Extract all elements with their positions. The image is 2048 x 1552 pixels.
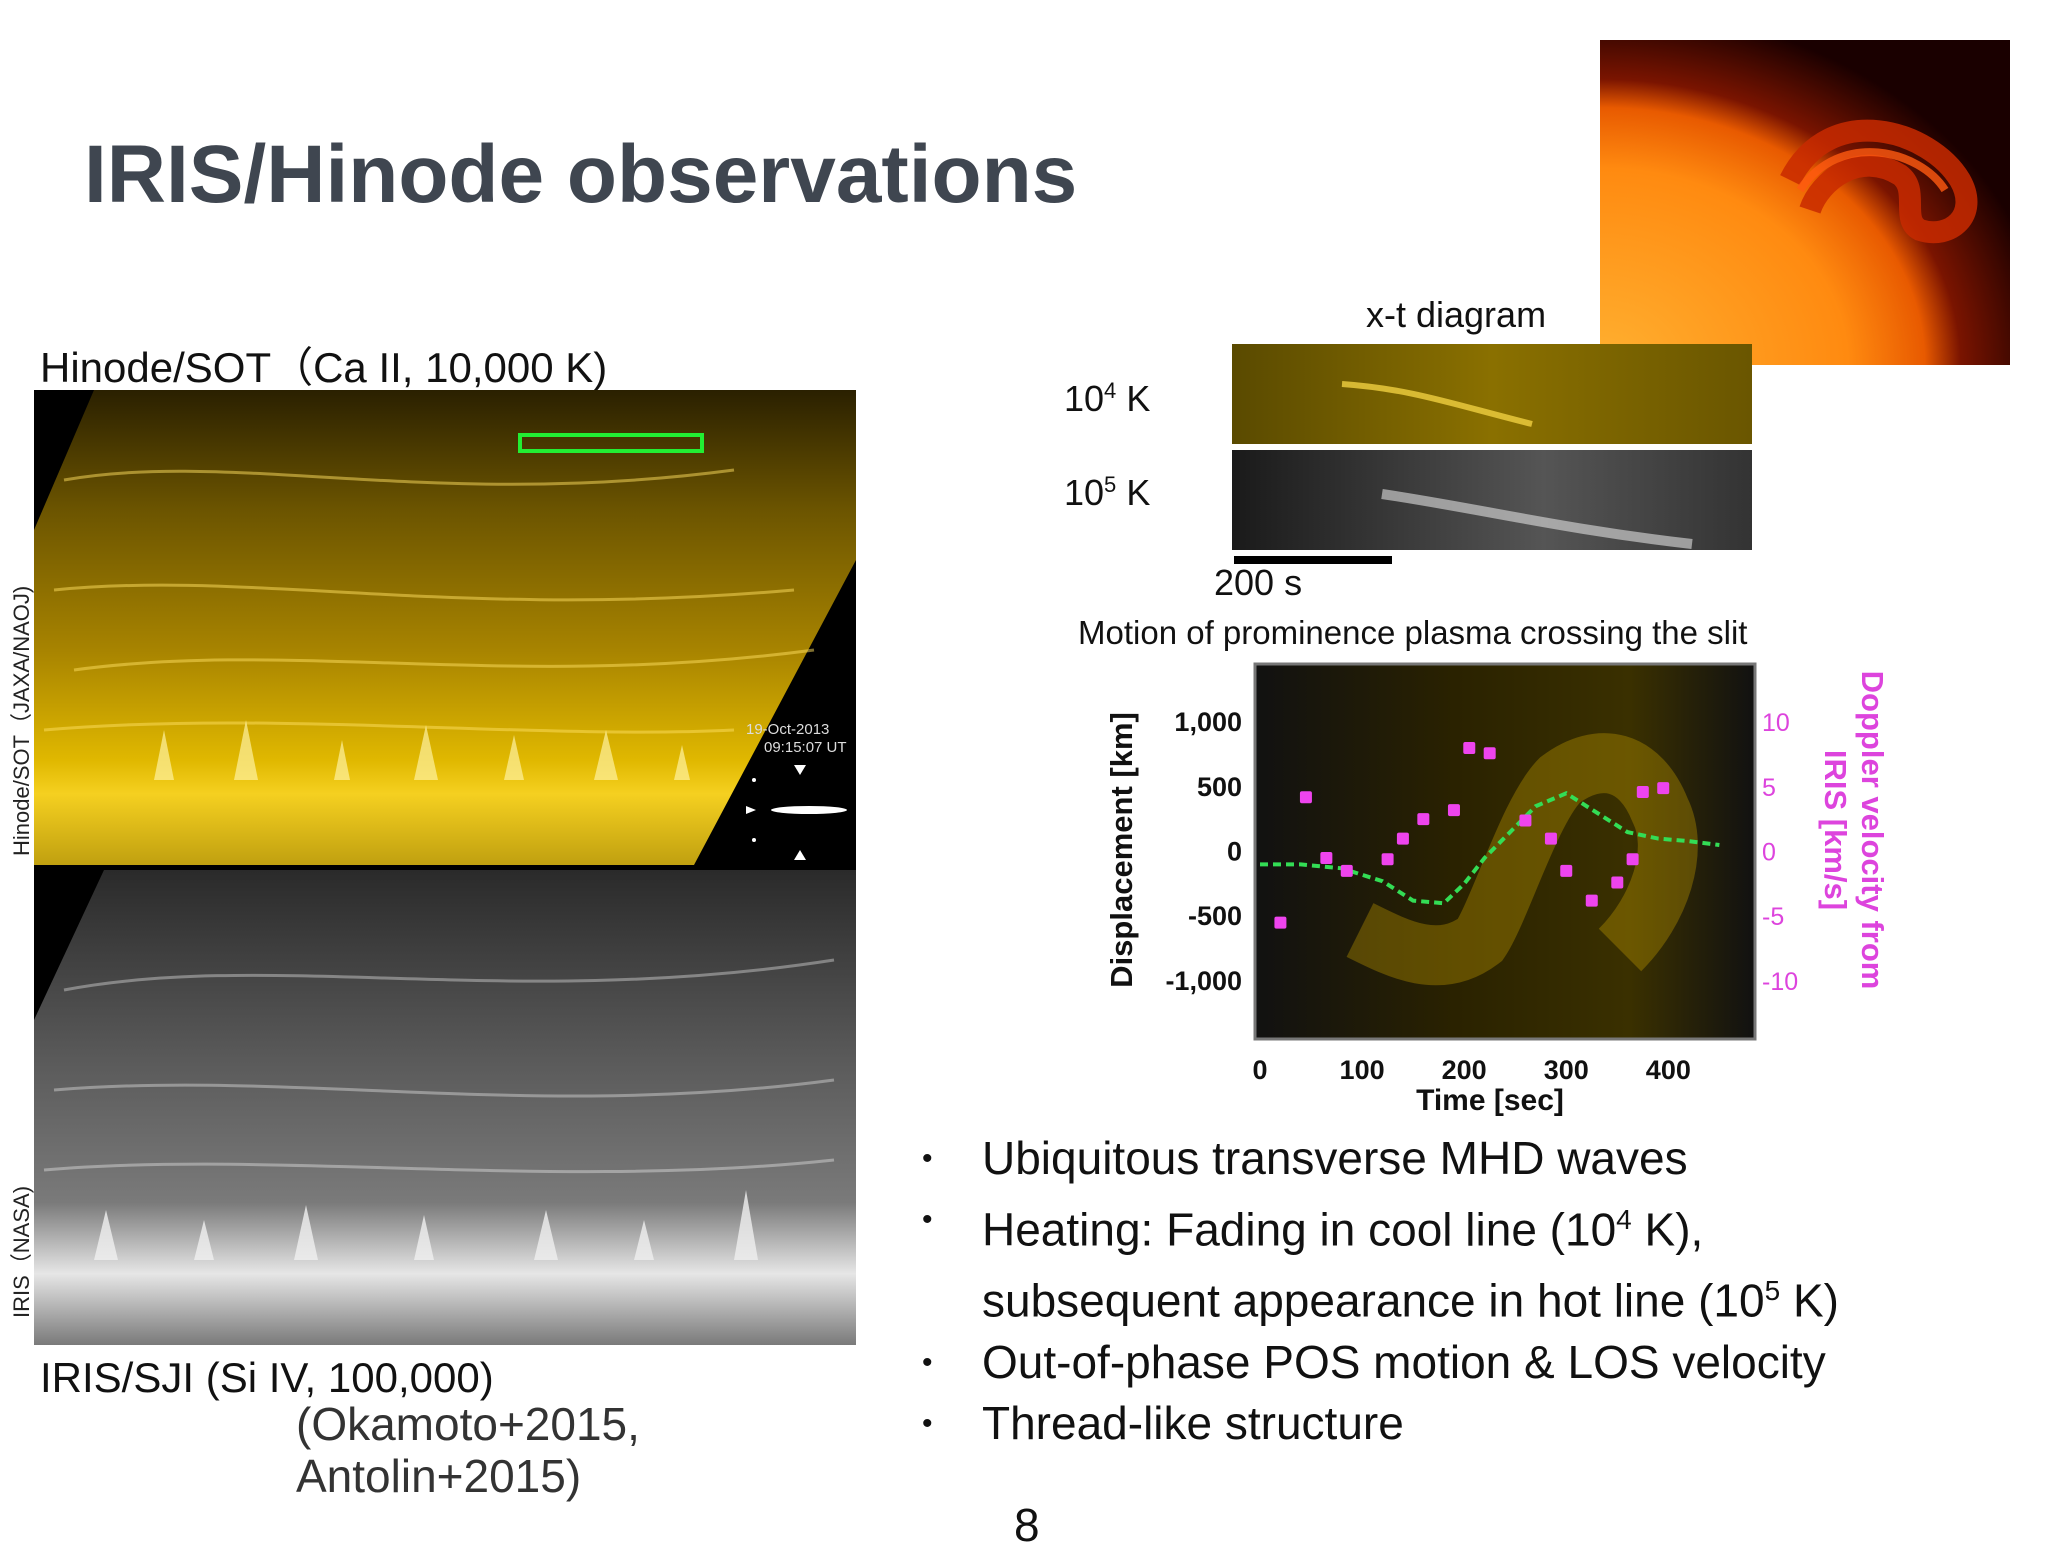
y-tick-label: -1,000: [1165, 966, 1242, 996]
bullet-list: • Ubiquitous transverse MHD waves • Heatin…: [922, 1128, 1839, 1454]
xt-row1-base: 10: [1064, 378, 1105, 419]
x-axis-label: Time [sec]: [1416, 1084, 1564, 1117]
xt-strip-hot: [1232, 450, 1752, 550]
y2-tick-label: 0: [1762, 839, 1776, 867]
xt-strip-cool: [1232, 344, 1752, 444]
plot-area: [1253, 662, 1757, 1041]
xt-strips: [1232, 344, 1752, 564]
credit-iris: IRIS（NASA): [9, 1185, 34, 1318]
bullet-glyph: •: [922, 1142, 933, 1175]
y-tick-label: 500: [1197, 772, 1242, 802]
bullet-text-2-cont-exp: 5: [1764, 1275, 1781, 1307]
y2-tick-label: 5: [1762, 774, 1776, 802]
bullet-item: • Out-of-phase POS motion & LOS velocity: [922, 1332, 1839, 1393]
solar-prominence-image: [1600, 40, 2010, 365]
doppler-point: [1447, 804, 1460, 817]
y-axis-label: Displacement [km]: [1104, 712, 1139, 988]
bullet-glyph: •: [922, 1345, 933, 1379]
scale-bar: [1234, 556, 1392, 564]
bullet-text-2-exp: 4: [1616, 1204, 1632, 1235]
y2-tick-label: -10: [1762, 968, 1798, 996]
doppler-point: [1544, 832, 1557, 845]
doppler-point: [1299, 791, 1312, 804]
slide-title: IRIS/Hinode observations: [84, 129, 1078, 220]
x-tick-label: 100: [1340, 1055, 1385, 1085]
slit-marker: [518, 433, 704, 453]
xt-diagram-title: x-t diagram: [1366, 294, 1547, 335]
bullet-text-4: Thread-like structure: [982, 1396, 1404, 1449]
page-number: 8: [1014, 1499, 1040, 1551]
x-tick-label: 400: [1646, 1055, 1691, 1085]
bullet-text-3: Out-of-phase POS motion & LOS velocity: [982, 1335, 1826, 1388]
reference-citation: (Okamoto+2015, Antolin+2015): [296, 1398, 640, 1502]
observation-images: 19-Oct-2013 09:15:07 UT: [34, 390, 856, 1345]
xt-row1-exp: 4: [1104, 378, 1117, 403]
xt-row2-base: 10: [1064, 472, 1105, 513]
xt-caption: Motion of prominence plasma crossing the…: [1078, 614, 1748, 651]
doppler-point: [1320, 851, 1333, 864]
x-tick-label: 200: [1442, 1055, 1487, 1085]
y2-tick-label: 10: [1762, 709, 1790, 737]
doppler-point: [1611, 876, 1624, 889]
doppler-point: [1483, 747, 1496, 760]
doppler-point: [1657, 782, 1670, 795]
bullet-text-2-cont-pre: subsequent appearance in hot line (10: [982, 1274, 1765, 1327]
doppler-point: [1340, 864, 1353, 877]
doppler-point: [1274, 916, 1287, 929]
doppler-point: [1396, 832, 1409, 845]
doppler-point: [1463, 742, 1476, 755]
bullet-text-2-pre: Heating: Fading in cool line (10: [982, 1203, 1617, 1256]
reference-line-2: Antolin+2015): [296, 1450, 582, 1502]
bullet-glyph: •: [922, 1203, 933, 1236]
bullet-item: • Heating: Fading in cool line (104 K),: [922, 1189, 1839, 1260]
bullet-item: • Thread-like structure: [922, 1393, 1839, 1454]
bullet-glyph: •: [922, 1406, 933, 1440]
bullet-text-2-cont-post: K): [1780, 1274, 1839, 1327]
y2-tick-label: -5: [1762, 903, 1784, 931]
doppler-point: [1626, 853, 1639, 866]
timestamp-time: 09:15:07 UT: [764, 739, 847, 756]
sot-image-label: Hinode/SOT（Ca II, 10,000 K): [40, 344, 608, 391]
scale-bar-label: 200 s: [1214, 562, 1303, 603]
displacement-chart: 0 100 200 300 400 1,000 500 0 -500 -1,000 10 5 0 -5…: [1104, 662, 1890, 1117]
doppler-point: [1560, 864, 1573, 877]
doppler-point: [1417, 813, 1430, 826]
y2-axis-label-line1: Doppler velocity from: [1855, 671, 1890, 990]
xt-row2-unit: K: [1126, 472, 1151, 513]
xt-row1-label: 104 K: [1064, 378, 1150, 420]
xt-row2-exp: 5: [1104, 472, 1117, 497]
bullet-text-2-post: K),: [1631, 1203, 1704, 1256]
doppler-point: [1636, 786, 1649, 799]
credit-sot: Hinode/SOT（JAXA/NAOJ): [9, 585, 34, 856]
reference-line-1: (Okamoto+2015,: [296, 1398, 640, 1450]
bullet-text-1: Ubiquitous transverse MHD waves: [982, 1132, 1688, 1184]
xt-row1-unit: K: [1126, 378, 1151, 419]
y2-axis-label-line2: IRIS [km/s]: [1818, 750, 1853, 910]
x-tick-label: 0: [1252, 1055, 1267, 1085]
y-tick-label: -500: [1188, 901, 1242, 931]
iris-image-label: IRIS/SJI (Si IV, 100,000): [40, 1354, 494, 1401]
doppler-point: [1519, 814, 1532, 827]
doppler-point: [1381, 853, 1394, 866]
bullet-continuation: subsequent appearance in hot line (105 K…: [922, 1260, 1839, 1331]
y-tick-label: 1,000: [1174, 707, 1242, 737]
sun-disk-icon: [746, 765, 847, 860]
y-tick-label: 0: [1227, 837, 1242, 867]
doppler-point: [1585, 894, 1598, 907]
timestamp-date: 19-Oct-2013: [746, 721, 829, 738]
bullet-item: • Ubiquitous transverse MHD waves: [922, 1128, 1839, 1189]
xt-row2-label: 105 K: [1064, 472, 1150, 514]
displacement-line: [1260, 791, 1720, 906]
x-tick-label: 300: [1544, 1055, 1589, 1085]
